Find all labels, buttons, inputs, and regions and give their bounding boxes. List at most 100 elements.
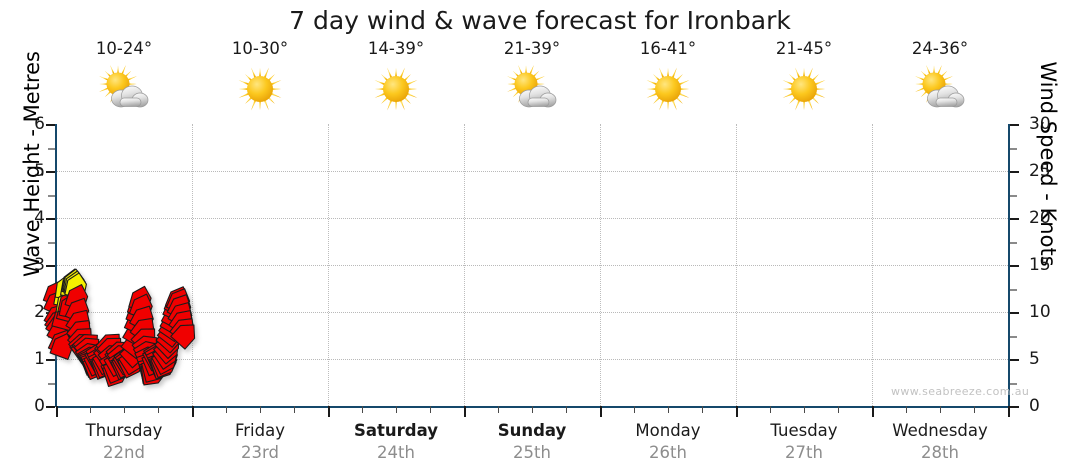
x-tick-minor bbox=[940, 406, 941, 413]
gridline-vertical bbox=[464, 124, 465, 406]
day-date: 26th bbox=[649, 443, 687, 462]
y-tick-right bbox=[1010, 265, 1019, 267]
x-tick-minor bbox=[770, 406, 771, 413]
temperature-range: 21-39° bbox=[503, 39, 561, 58]
sunny-icon bbox=[636, 61, 700, 117]
x-tick-minor bbox=[702, 406, 703, 413]
y-tick-label-left: 2 bbox=[34, 302, 45, 322]
watermark: www.seabreeze.com.au bbox=[891, 385, 1030, 398]
y-tick-left bbox=[46, 312, 55, 314]
y-tick-left bbox=[46, 218, 55, 220]
gridline-vertical bbox=[192, 124, 193, 406]
y-tick-label-right: 25 bbox=[1029, 161, 1051, 181]
x-tick-minor bbox=[430, 406, 431, 413]
y-tick-left bbox=[46, 359, 55, 361]
day-footer-strip: Thursday 22nd Friday 23rd Saturday 24th Sunday… bbox=[56, 420, 1008, 472]
sunny-icon bbox=[364, 61, 428, 117]
day-label-wednesday: Wednesday 28th bbox=[872, 420, 1008, 472]
day-date: 28th bbox=[921, 443, 959, 462]
day-header-tuesday: 21-45° bbox=[736, 38, 872, 124]
y-tick-right-minor bbox=[1010, 194, 1017, 197]
y-tick-label-left: 3 bbox=[34, 255, 45, 275]
y-tick-left-minor bbox=[48, 241, 55, 244]
day-name: Monday bbox=[635, 421, 701, 440]
y-tick-right-minor bbox=[1010, 288, 1017, 291]
y-tick-right-minor bbox=[1010, 335, 1017, 338]
y-tick-left bbox=[46, 406, 55, 408]
y-tick-left-minor bbox=[48, 194, 55, 197]
y-tick-left bbox=[46, 265, 55, 267]
x-tick-major bbox=[328, 406, 330, 417]
day-header-strip: 10-24° 10-30° 14-39° bbox=[56, 38, 1008, 124]
day-label-monday: Monday 26th bbox=[600, 420, 736, 472]
day-header-friday: 10-30° bbox=[192, 38, 328, 124]
gridline-vertical bbox=[600, 124, 601, 406]
day-label-tuesday: Tuesday 27th bbox=[736, 420, 872, 472]
y-tick-left-minor bbox=[48, 288, 55, 291]
day-header-thursday: 10-24° bbox=[56, 38, 192, 124]
sunny-icon bbox=[228, 61, 292, 117]
gridline-horizontal bbox=[56, 265, 1008, 266]
day-date: 25th bbox=[513, 443, 551, 462]
y-tick-label-right: 30 bbox=[1029, 114, 1051, 134]
y-tick-label-left: 5 bbox=[34, 161, 45, 181]
x-tick-minor bbox=[226, 406, 227, 413]
day-date: 27th bbox=[785, 443, 823, 462]
gridline-vertical bbox=[872, 124, 873, 406]
temperature-range: 16-41° bbox=[639, 39, 697, 58]
day-name: Sunday bbox=[497, 421, 567, 440]
y-tick-right bbox=[1010, 312, 1019, 314]
y-tick-right bbox=[1010, 406, 1019, 408]
day-name: Saturday bbox=[354, 421, 438, 440]
x-tick-major bbox=[872, 406, 874, 417]
y-tick-label-right: 5 bbox=[1029, 349, 1040, 369]
day-header-wednesday: 24-36° bbox=[872, 38, 1008, 124]
day-label-sunday: Sunday 25th bbox=[464, 420, 600, 472]
page-title: 7 day wind & wave forecast for Ironbark bbox=[289, 6, 791, 35]
day-header-sunday: 21-39° bbox=[464, 38, 600, 124]
day-header-saturday: 14-39° bbox=[328, 38, 464, 124]
y-tick-left bbox=[46, 171, 55, 173]
x-tick-minor bbox=[634, 406, 635, 413]
temperature-range: 10-30° bbox=[231, 39, 289, 58]
plot-area bbox=[56, 124, 1008, 406]
y-tick-right-minor bbox=[1010, 382, 1017, 385]
temperature-range: 24-36° bbox=[911, 39, 969, 58]
x-tick-major bbox=[1008, 406, 1010, 417]
x-tick-minor bbox=[804, 406, 805, 413]
day-date: 24th bbox=[377, 443, 415, 462]
x-tick-minor bbox=[532, 406, 533, 413]
gridline-horizontal bbox=[56, 312, 1008, 313]
y-tick-label-right: 10 bbox=[1029, 302, 1051, 322]
day-name: Wednesday bbox=[892, 421, 988, 440]
day-label-thursday: Thursday 22nd bbox=[56, 420, 192, 472]
y-tick-right-minor bbox=[1010, 147, 1017, 150]
day-name: Thursday bbox=[85, 421, 163, 440]
x-tick-minor bbox=[124, 406, 125, 413]
y-tick-left bbox=[46, 124, 55, 126]
gridline-horizontal bbox=[56, 171, 1008, 172]
x-tick-minor bbox=[906, 406, 907, 413]
y-tick-label-left: 0 bbox=[34, 396, 45, 416]
x-tick-minor bbox=[396, 406, 397, 413]
x-tick-minor bbox=[362, 406, 363, 413]
x-tick-minor bbox=[158, 406, 159, 413]
x-tick-minor bbox=[838, 406, 839, 413]
y-tick-left-minor bbox=[48, 335, 55, 338]
x-tick-minor bbox=[294, 406, 295, 413]
y-tick-right bbox=[1010, 359, 1019, 361]
temperature-range: 21-45° bbox=[775, 39, 833, 58]
x-tick-major bbox=[56, 406, 58, 417]
y-tick-label-left: 1 bbox=[34, 349, 45, 369]
y-tick-right-minor bbox=[1010, 241, 1017, 244]
x-tick-minor bbox=[90, 406, 91, 413]
day-date: 22nd bbox=[103, 443, 145, 462]
temperature-range: 10-24° bbox=[95, 39, 153, 58]
y-tick-left-minor bbox=[48, 147, 55, 150]
y-tick-right bbox=[1010, 171, 1019, 173]
day-name: Friday bbox=[234, 421, 285, 440]
day-date: 23rd bbox=[241, 443, 279, 462]
right-axis-line bbox=[1008, 124, 1010, 407]
gridline-horizontal bbox=[56, 218, 1008, 219]
